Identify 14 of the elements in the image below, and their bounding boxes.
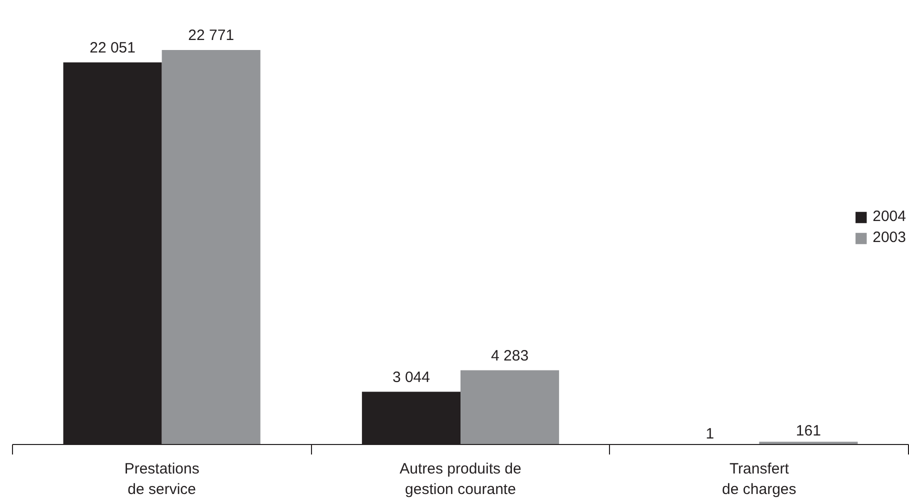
- bar: [759, 442, 858, 444]
- bar: [460, 370, 560, 444]
- x-tick-label: Prestations de service: [124, 460, 200, 498]
- data-label: 22 051: [90, 39, 136, 56]
- x-tick-label: Autres produits de gestion courante: [400, 460, 522, 498]
- legend-label: 2004: [872, 208, 906, 225]
- data-label: 22 771: [188, 26, 234, 44]
- data-label: 1: [706, 425, 714, 442]
- data-label: 3 044: [392, 368, 430, 386]
- data-label: 161: [796, 422, 821, 440]
- bar: [162, 50, 260, 444]
- data-label: 4 283: [491, 347, 529, 364]
- legend-label: 2003: [872, 229, 906, 246]
- x-tick-label: Transfert de charges: [722, 460, 796, 498]
